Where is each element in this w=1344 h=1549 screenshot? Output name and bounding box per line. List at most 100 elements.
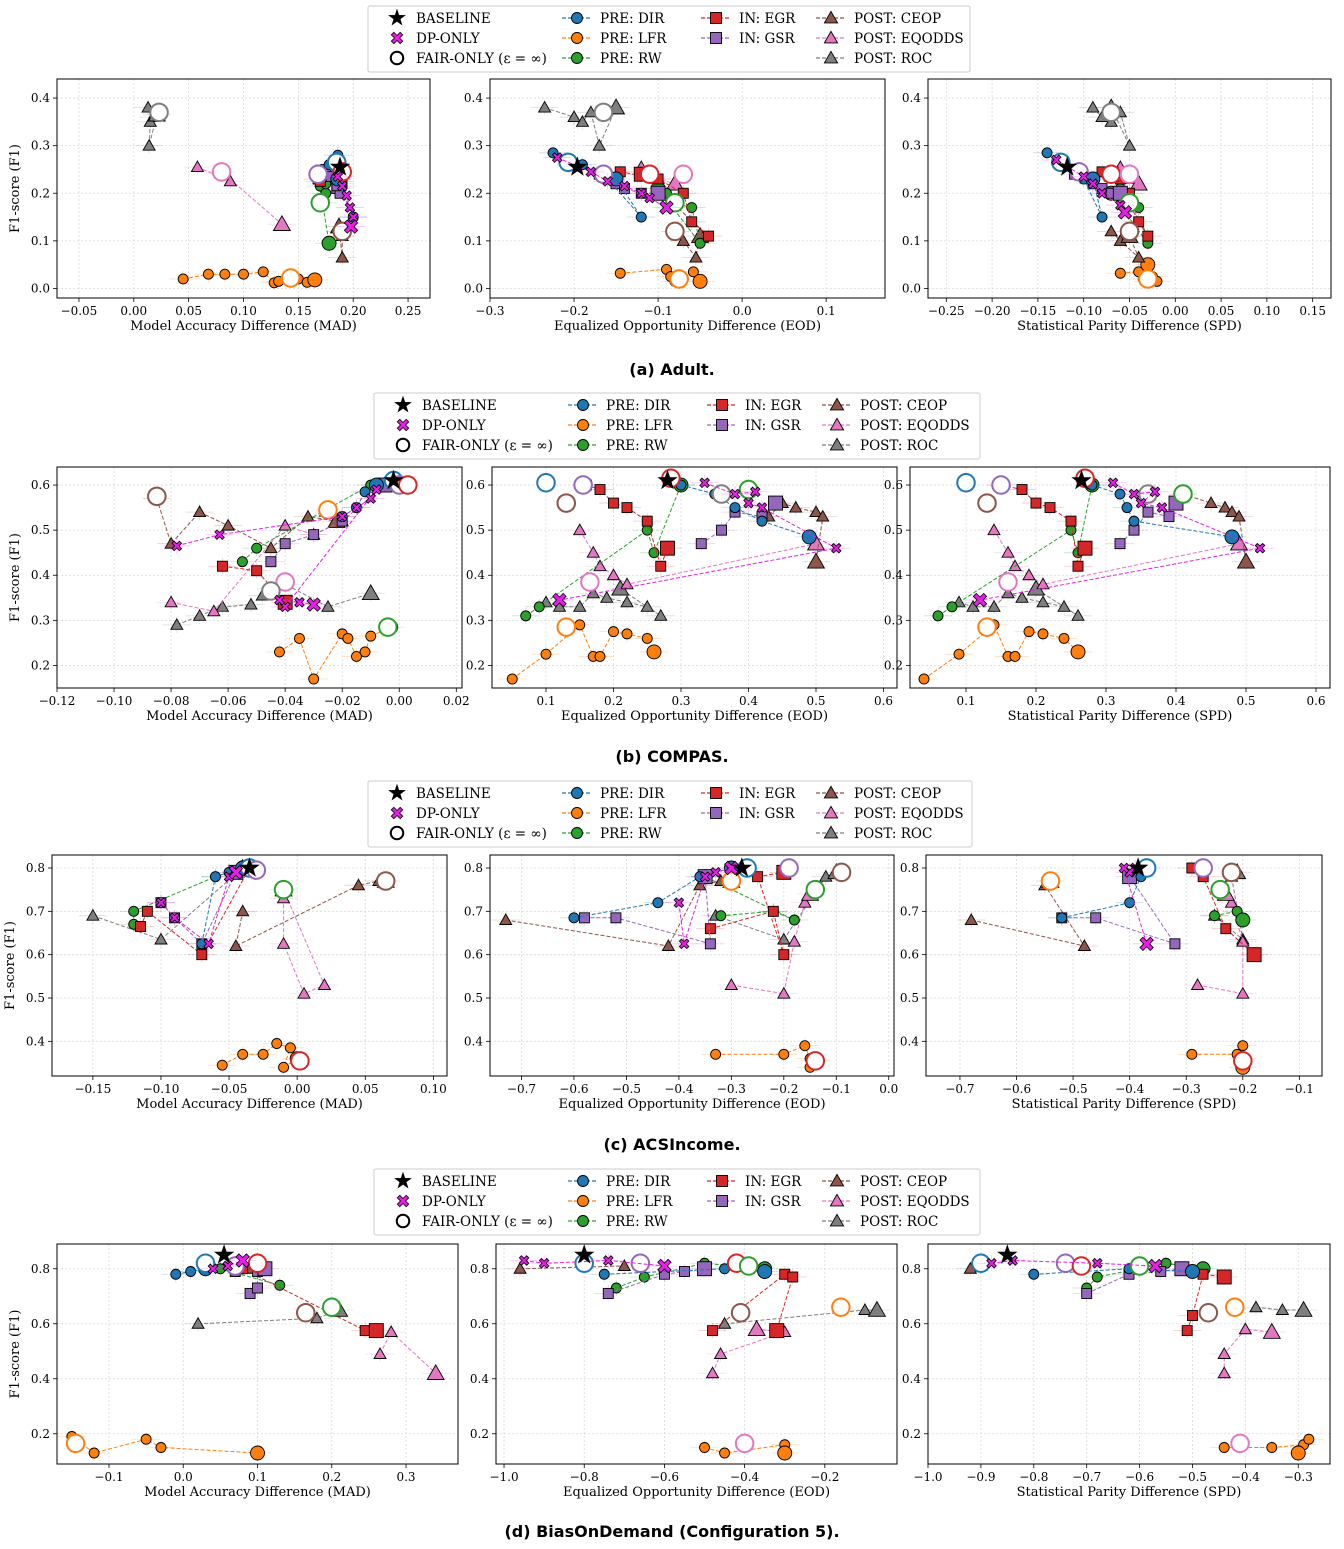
x-tick-label: −1.0 [913, 1470, 942, 1484]
data-point [1119, 164, 1140, 184]
series-baseline [213, 1244, 235, 1264]
legend-label: IN: EGR [745, 398, 802, 414]
legend-label: FAIR-ONLY (ε = ∞) [422, 438, 553, 454]
legend-label: IN: GSR [739, 806, 796, 822]
data-point [351, 650, 362, 662]
data-point [336, 511, 348, 522]
data-point [398, 475, 418, 495]
y-tick-label: 0.3 [31, 139, 50, 153]
data-point [351, 502, 362, 513]
data-point [602, 1288, 614, 1299]
data-point [710, 867, 721, 878]
data-point [778, 949, 790, 961]
data-point [1216, 1269, 1232, 1285]
y-tick-label: 0.7 [900, 904, 919, 918]
data-point [1262, 1322, 1281, 1339]
data-point [646, 644, 662, 660]
data-point [710, 1048, 722, 1060]
x-tick-label: 0.3 [671, 694, 690, 708]
x-axis-label: Equalized Opportunity Difference (EOD) [563, 1485, 830, 1500]
data-point [170, 1268, 182, 1280]
data-point [592, 138, 607, 151]
data-point [538, 1257, 550, 1269]
data-point [341, 190, 352, 201]
data-point [1249, 1300, 1263, 1313]
data-point [1237, 1040, 1249, 1052]
data-point [620, 595, 634, 608]
series-line [715, 1045, 816, 1069]
x-tick-label: −0.1 [822, 1082, 851, 1096]
legend-label: POST: EQODDS [854, 31, 964, 47]
data-point [787, 934, 802, 947]
x-tick-label: 0.1 [248, 1470, 267, 1484]
data-point [207, 1263, 219, 1275]
data-point [1040, 871, 1061, 891]
x-tick-label: −0.8 [1019, 1470, 1048, 1484]
data-point [237, 1048, 249, 1060]
data-point [602, 176, 613, 187]
x-tick-label: −0.1 [1285, 1082, 1314, 1096]
data-point [1096, 211, 1108, 223]
data-point [568, 912, 580, 924]
data-point [953, 648, 965, 660]
panel-4-1: 0.2 0.4 0.6 0.8 −0.1 0.0 0.1 0.2 0.3 Model Accura… [8, 1243, 459, 1500]
legend-label: POST: ROC [860, 1214, 938, 1230]
data-point [223, 174, 238, 187]
data-point [665, 193, 685, 213]
series-pre-lfr [606, 261, 715, 290]
data-point [361, 583, 380, 601]
x-tick-label: −0.7 [945, 1082, 974, 1096]
data-point [699, 871, 711, 882]
data-point [699, 1442, 710, 1453]
legend-marker-fair-only- [395, 437, 411, 453]
series-post-eqodds [1183, 884, 1257, 1002]
x-tick-label: −0.2 [810, 1470, 839, 1484]
legend-label: PRE: RW [600, 51, 662, 67]
y-tick-label: 0.7 [464, 904, 483, 918]
x-tick-label: −0.9 [966, 1470, 995, 1484]
data-point [1056, 912, 1068, 924]
x-tick-label: −0.4 [730, 1470, 760, 1484]
data-point [154, 932, 168, 945]
data-point [321, 599, 335, 612]
data-point [1057, 156, 1078, 176]
y-tick-label: 0.7 [26, 904, 45, 918]
data-point [779, 858, 799, 878]
data-point [378, 617, 398, 637]
data-point [272, 214, 292, 231]
x-tick-label: −0.6 [1002, 1082, 1031, 1096]
legend-marker-pre-lfr [577, 419, 589, 431]
y-tick-label: 0.4 [31, 1372, 50, 1386]
data-point [608, 497, 619, 509]
data-point [574, 1244, 595, 1264]
data-point [1077, 939, 1092, 951]
data-point [704, 923, 716, 935]
data-point [608, 626, 619, 638]
y-tick-label: 0.3 [884, 613, 903, 627]
data-point [1001, 586, 1015, 599]
series-fair-only [558, 102, 694, 289]
data-point [251, 565, 263, 577]
axes-frame [51, 854, 448, 1077]
data-point [169, 912, 180, 924]
data-point [653, 608, 668, 621]
data-point [641, 632, 653, 644]
legend-label: BASELINE [416, 11, 491, 27]
data-point [513, 1261, 527, 1274]
x-tick-label: −0.2 [559, 304, 588, 318]
data-point [343, 219, 359, 234]
series-post-roc [530, 98, 631, 154]
data-point [1121, 502, 1133, 514]
data-point [1198, 1303, 1219, 1323]
legend-marker-pre-rw [571, 827, 583, 839]
y-tick-label: 0.4 [902, 1372, 921, 1386]
legend-1: BASELINE DP-ONLY FAIR-ONLY (ε = ∞) PRE: DIR… [367, 5, 971, 73]
x-tick-label: −0.6 [1125, 1470, 1154, 1484]
data-point [686, 216, 698, 228]
data-point [214, 529, 225, 540]
series-post-eqodds [717, 884, 825, 1002]
x-tick-label: −0.6 [650, 1470, 679, 1484]
data-point [756, 515, 768, 527]
data-point [1236, 934, 1250, 947]
x-tick-label: −0.7 [1072, 1470, 1101, 1484]
